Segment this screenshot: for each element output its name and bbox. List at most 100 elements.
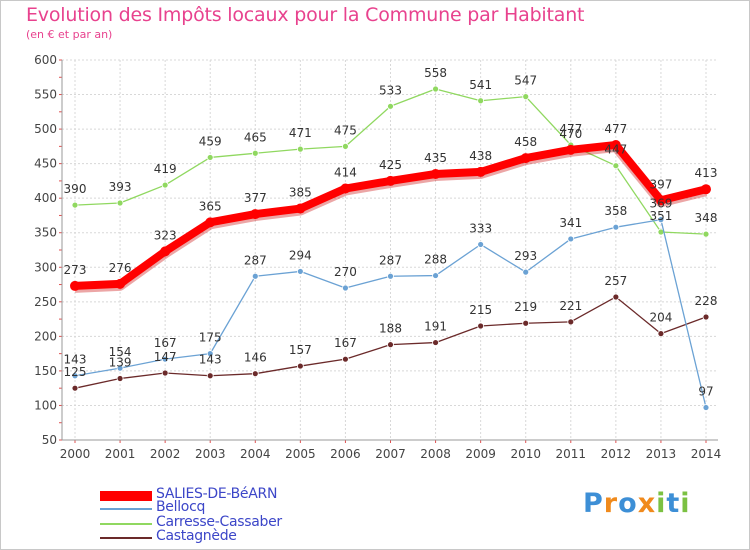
data-label: 547 [514, 74, 537, 88]
data-point [342, 355, 349, 363]
y-tick-label: 300 [34, 260, 57, 274]
x-tick-label: 2001 [105, 447, 136, 461]
data-label: 465 [244, 130, 267, 144]
data-label: 425 [379, 158, 402, 172]
data-point [340, 183, 351, 194]
data-label: 397 [649, 177, 672, 191]
data-label: 276 [109, 261, 132, 275]
data-point [250, 209, 261, 220]
logo-letter: i [656, 488, 667, 519]
chart-subtitle: (en € et par an) [26, 28, 113, 41]
data-label: 365 [199, 199, 222, 213]
data-label: 191 [424, 320, 447, 334]
data-point [702, 404, 710, 411]
data-point [296, 145, 304, 153]
data-point [387, 102, 394, 110]
y-tick-label: 100 [34, 398, 57, 412]
data-label: 351 [649, 209, 672, 223]
data-point [565, 144, 576, 155]
y-tick-label: 250 [34, 295, 57, 309]
data-point [520, 153, 531, 164]
data-point [655, 195, 666, 206]
x-tick-label: 2006 [330, 447, 361, 461]
data-label: 541 [469, 78, 492, 92]
data-label: 294 [289, 248, 312, 262]
data-point [657, 330, 665, 338]
y-tick-label: 500 [34, 122, 57, 136]
data-label: 413 [695, 166, 718, 180]
x-tick-label: 2004 [240, 447, 271, 461]
y-tick-label: 150 [34, 364, 57, 378]
data-label: 435 [424, 151, 447, 165]
data-point [295, 203, 306, 214]
data-label: 228 [695, 294, 718, 308]
data-point [251, 370, 259, 378]
x-tick-label: 2010 [510, 447, 541, 461]
data-label: 377 [244, 191, 267, 205]
y-tick-label: 550 [34, 88, 57, 102]
legend-swatch [100, 508, 152, 510]
data-point [477, 241, 485, 248]
data-point [296, 362, 304, 370]
data-point [477, 322, 485, 330]
data-label: 125 [64, 365, 87, 379]
data-label: 477 [559, 122, 582, 136]
x-tick-label: 2009 [465, 447, 496, 461]
data-point [342, 142, 349, 150]
data-label: 167 [154, 336, 177, 350]
data-label: 471 [289, 126, 312, 140]
data-point [206, 154, 214, 161]
data-point [612, 223, 620, 231]
proxiti-logo: Proxiti [583, 488, 691, 519]
x-tick-label: 2007 [375, 447, 406, 461]
data-point [702, 230, 710, 238]
data-point [567, 235, 575, 243]
data-label: 558 [424, 66, 447, 80]
data-point [342, 284, 349, 292]
data-label: 273 [64, 263, 87, 277]
data-point [432, 339, 439, 346]
data-label: 341 [559, 216, 582, 230]
data-label: 215 [469, 303, 492, 317]
data-point [610, 139, 621, 150]
x-tick-label: 2003 [195, 447, 226, 461]
data-point [475, 166, 486, 177]
data-point [387, 272, 394, 280]
data-point [612, 293, 620, 301]
data-label: 470 [559, 127, 582, 141]
data-label: 390 [64, 182, 87, 196]
data-point [567, 318, 575, 326]
data-label: 219 [514, 300, 537, 314]
data-label: 459 [199, 134, 222, 148]
chart-title: Evolution des Impôts locaux pour la Comm… [26, 4, 585, 26]
data-label: 97 [698, 385, 713, 399]
data-point [115, 278, 126, 289]
logo-letter: x [637, 488, 657, 519]
data-label: 369 [649, 197, 672, 211]
x-tick-label: 2013 [646, 447, 677, 461]
data-point [70, 280, 80, 291]
logo-letter: o [618, 488, 638, 519]
data-label: 533 [379, 83, 402, 97]
data-point [251, 149, 259, 157]
data-label: 419 [154, 162, 177, 176]
legend-swatch [100, 491, 152, 501]
data-point [71, 201, 79, 209]
logo-letter: r [603, 488, 619, 519]
data-point [702, 313, 710, 321]
data-point [116, 375, 124, 382]
data-label: 204 [649, 311, 672, 325]
data-point [160, 246, 171, 257]
data-label: 175 [199, 331, 222, 345]
data-point [161, 355, 169, 363]
data-label: 139 [109, 356, 132, 370]
data-label: 393 [109, 180, 132, 194]
data-label: 333 [469, 221, 492, 235]
data-point [296, 268, 304, 275]
x-tick-label: 2002 [150, 447, 181, 461]
y-tick-label: 50 [42, 433, 57, 447]
data-point [116, 199, 124, 207]
data-point [385, 175, 396, 186]
x-tick-label: 2005 [285, 447, 316, 461]
